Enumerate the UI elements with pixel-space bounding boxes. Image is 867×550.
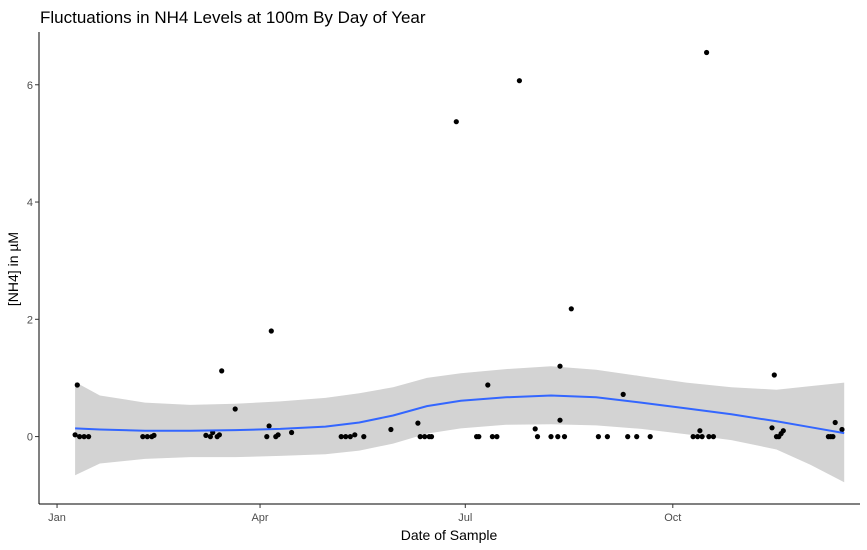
y-tick-label: 2: [27, 314, 33, 326]
y-tick-label: 6: [27, 80, 33, 92]
plot-area: [72, 49, 845, 483]
data-point: [144, 434, 150, 440]
x-tick-label: Jan: [48, 512, 66, 524]
data-point: [771, 372, 777, 378]
y-tick-label: 4: [27, 197, 33, 209]
data-point: [839, 426, 845, 433]
data-point: [595, 434, 602, 440]
x-axis-title: Date of Sample: [401, 527, 498, 543]
data-point: [275, 432, 281, 438]
data-point: [388, 426, 394, 433]
data-point: [417, 434, 423, 440]
data-point: [77, 434, 83, 440]
data-point: [557, 363, 563, 369]
x-ticks: Jan Apr Jul Oct: [48, 504, 681, 524]
smooth-line-layer: [75, 394, 845, 435]
data-point: [489, 434, 495, 440]
data-point: [695, 434, 701, 440]
data-point: [485, 382, 491, 388]
data-point: [516, 78, 523, 84]
data-point: [74, 382, 80, 388]
data-point: [151, 432, 157, 438]
data-point: [343, 434, 349, 440]
confidence-band-layer: [75, 366, 845, 483]
y-axis-title: [NH4] in µM: [5, 232, 21, 306]
data-point: [266, 423, 272, 429]
data-point: [216, 432, 222, 438]
confidence-band: [75, 366, 845, 483]
data-point: [704, 49, 710, 56]
data-point: [347, 434, 353, 440]
data-point: [81, 434, 87, 440]
data-point: [422, 434, 428, 440]
chart-title: Fluctuations in NH4 Levels at 100m By Da…: [40, 8, 426, 27]
data-point: [780, 428, 786, 434]
data-point: [428, 434, 435, 440]
x-tick-label: Jul: [458, 512, 472, 524]
points-layer: [72, 49, 845, 440]
data-point: [647, 434, 653, 440]
data-point: [620, 391, 626, 397]
data-point: [710, 434, 717, 440]
data-point: [568, 306, 574, 312]
data-point: [338, 434, 344, 440]
data-point: [352, 432, 358, 438]
data-point: [415, 420, 421, 426]
data-point: [86, 434, 92, 440]
data-point: [264, 434, 270, 440]
data-point: [769, 425, 775, 431]
data-point: [832, 419, 838, 426]
data-point: [604, 434, 611, 440]
data-point: [555, 434, 561, 440]
data-point: [830, 434, 836, 440]
x-tick-label: Apr: [251, 512, 268, 524]
data-point: [268, 328, 274, 334]
smooth-line: [75, 394, 845, 435]
data-point: [494, 434, 500, 440]
data-point: [634, 434, 640, 440]
data-point: [532, 426, 538, 432]
data-point: [207, 434, 213, 440]
data-point: [203, 432, 209, 438]
data-point: [72, 432, 78, 438]
data-point: [453, 119, 459, 125]
data-point: [697, 428, 703, 434]
data-point: [140, 434, 146, 440]
data-point: [534, 434, 541, 440]
data-point: [706, 434, 712, 440]
data-point: [219, 368, 225, 374]
data-point: [690, 434, 696, 440]
y-tick-label: 0: [27, 432, 33, 444]
y-ticks: 0 2 4 6: [27, 80, 39, 444]
data-point: [625, 434, 631, 440]
x-tick-label: Oct: [664, 512, 681, 524]
data-point: [361, 434, 367, 440]
data-point: [699, 434, 705, 440]
data-point: [548, 434, 554, 440]
data-point: [561, 434, 568, 440]
data-point: [232, 406, 238, 412]
data-point: [476, 434, 482, 440]
data-point: [289, 429, 295, 436]
data-point: [557, 417, 563, 423]
